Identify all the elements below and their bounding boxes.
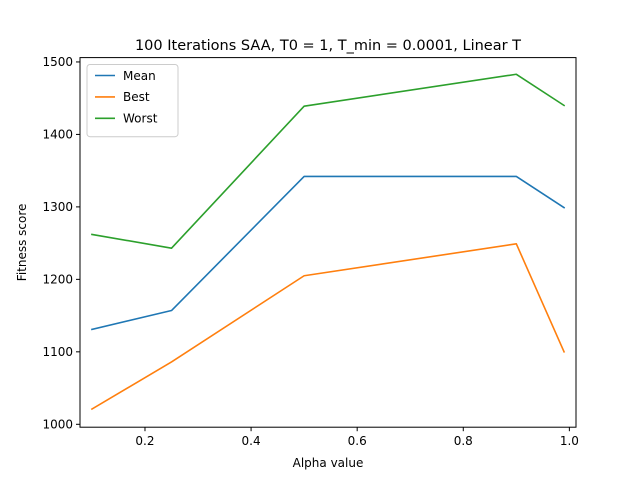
plot-frame: [79, 57, 577, 428]
y-tick-label: 1300: [42, 200, 73, 214]
legend-label-best: Best: [123, 90, 150, 104]
x-tick-label: 0.2: [135, 434, 154, 448]
x-tick-label: 1.0: [560, 434, 579, 448]
legend: Mean Best Worst: [86, 64, 179, 138]
series-line-mean: [90, 175, 566, 331]
plot-series: [90, 73, 566, 411]
series-line-best: [90, 243, 566, 411]
legend-label-worst: Worst: [123, 112, 158, 126]
x-tick-label: 0.4: [242, 434, 261, 448]
y-tick-label: 1400: [42, 128, 73, 142]
y-tick-label: 1500: [42, 55, 73, 69]
x-axis-ticks: 0.2 0.4 0.6 0.8 1.0: [135, 427, 579, 448]
y-axis-ticks: 1000 1100 1200 1300 1400 1500: [42, 55, 80, 432]
y-axis-label: Fitness score: [15, 204, 29, 282]
series-line-worst: [91, 73, 566, 249]
y-tick-label: 1100: [42, 345, 73, 359]
chart-title: 100 Iterations SAA, T0 = 1, T_min = 0.00…: [135, 38, 521, 54]
x-tick-label: 0.6: [348, 434, 367, 448]
legend-label-mean: Mean: [123, 69, 156, 83]
y-tick-label: 1000: [42, 418, 73, 432]
x-axis-label: Alpha value: [293, 456, 364, 470]
x-tick-label: 0.8: [454, 434, 473, 448]
y-tick-label: 1200: [42, 273, 73, 287]
